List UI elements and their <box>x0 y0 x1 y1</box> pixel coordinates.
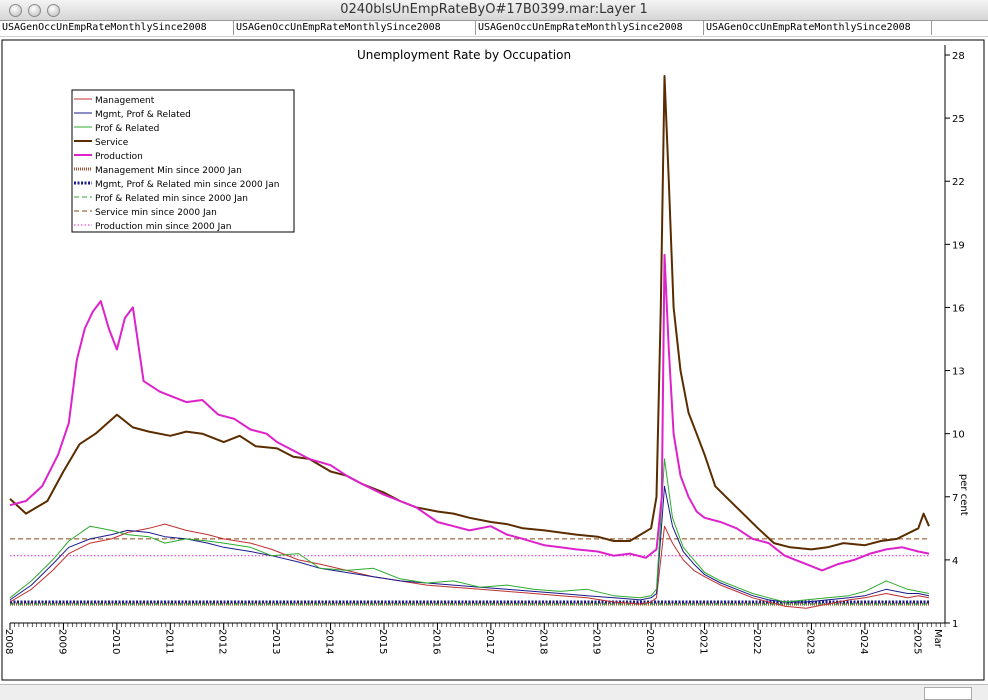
legend-label: Prof & Related min since 2000 Jan <box>95 194 248 204</box>
legend-label: Mgmt, Prof & Related <box>95 110 191 120</box>
x-tick-label: 2015 <box>377 629 388 654</box>
x-tick-label: 2017 <box>484 629 495 654</box>
tab-bar: USAGenOccUnEmpRateMonthlySince2008 USAGe… <box>0 21 988 37</box>
series-line-prof-related <box>9 458 930 603</box>
legend-label: Production <box>95 152 143 162</box>
x-tick-label: 2016 <box>430 629 441 654</box>
x-end-label: Mar <box>932 629 943 649</box>
legend-box <box>71 89 295 233</box>
minimize-icon[interactable] <box>28 4 41 17</box>
y-tick-label: 25 <box>952 114 965 125</box>
close-icon[interactable] <box>9 4 22 17</box>
y-tick-label: 1 <box>952 619 958 630</box>
tab-4[interactable]: USAGenOccUnEmpRateMonthlySince2008 <box>704 21 932 35</box>
y-tick-label: 4 <box>952 556 958 567</box>
y-tick-label: 13 <box>952 367 965 378</box>
window-titlebar: 0240blsUnEmpRateByO#17B0399.mar:Layer 1 <box>0 0 988 21</box>
legend-label: Service <box>95 138 129 148</box>
x-tick-label: 2022 <box>751 629 762 654</box>
y-axis-label: per cent <box>958 474 969 516</box>
x-tick-label: 2020 <box>644 629 655 654</box>
series-line-management <box>9 523 930 609</box>
x-tick-label: 2019 <box>591 629 602 654</box>
legend-label: Mgmt, Prof & Related min since 2000 Jan <box>95 180 279 190</box>
y-tick-label: 28 <box>952 51 965 62</box>
chart-title: Unemployment Rate by Occupation <box>357 48 571 62</box>
y-tick-label: 19 <box>952 240 965 251</box>
x-tick-label: 2011 <box>163 629 174 654</box>
horizontal-scrollbar[interactable] <box>0 684 988 700</box>
chart: Unemployment Rate by Occupation 1 4 7 10 13 16… <box>1 39 985 681</box>
x-tick-label: 2014 <box>324 629 335 654</box>
zoom-icon[interactable] <box>47 4 60 17</box>
y-tick-label: 22 <box>952 177 965 188</box>
x-tick-label: 2018 <box>537 629 548 654</box>
scrollbar-thumb[interactable] <box>924 687 972 700</box>
y-tick-label: 16 <box>952 303 965 314</box>
x-tick-label: 2009 <box>56 629 67 654</box>
x-tick-label: 2021 <box>698 629 709 654</box>
x-tick-label: 2013 <box>270 629 281 654</box>
legend-label: Production min since 2000 Jan <box>95 222 231 232</box>
x-tick-label: 2025 <box>911 629 922 654</box>
tab-1[interactable]: USAGenOccUnEmpRateMonthlySince2008 <box>0 21 234 35</box>
series-line-service <box>9 75 930 551</box>
legend-label: Management <box>95 96 155 106</box>
window-title: 0240blsUnEmpRateByO#17B0399.mar:Layer 1 <box>340 2 648 17</box>
x-tick-label: 2010 <box>110 629 121 654</box>
x-tick-label: 2024 <box>858 629 869 654</box>
x-tick-label: 2008 <box>3 629 14 654</box>
chart-frame <box>1 39 985 681</box>
y-tick-label: 10 <box>952 430 965 441</box>
y-tick-label: 7 <box>952 493 958 504</box>
x-tick-label: 2012 <box>217 629 228 654</box>
x-tick-label: 2023 <box>804 629 815 654</box>
tab-3[interactable]: USAGenOccUnEmpRateMonthlySince2008 <box>476 21 704 35</box>
tab-2[interactable]: USAGenOccUnEmpRateMonthlySince2008 <box>234 21 476 35</box>
legend-label: Service min since 2000 Jan <box>95 208 217 218</box>
series-line-production <box>9 253 930 572</box>
legend-label: Prof & Related <box>95 124 159 134</box>
legend-label: Management Min since 2000 Jan <box>95 166 242 176</box>
